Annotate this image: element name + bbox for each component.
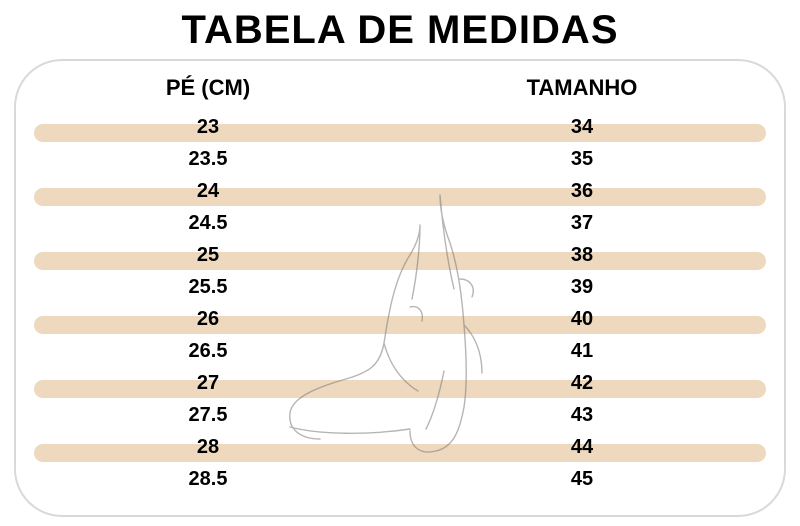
cell-foot-cm: 23.5 <box>16 148 400 171</box>
table-row: 2436 <box>16 175 784 207</box>
table-header-row: PÉ (CM) TAMANHO <box>16 75 784 101</box>
table-row: 27.543 <box>16 399 784 431</box>
cell-foot-cm: 23 <box>16 116 400 139</box>
cell-size: 42 <box>400 372 784 395</box>
cell-size: 35 <box>400 148 784 171</box>
table-row: 23.535 <box>16 143 784 175</box>
cell-foot-cm: 25 <box>16 244 400 267</box>
cell-foot-cm: 28 <box>16 436 400 459</box>
table-rows: 233423.535243624.537253825.539264026.541… <box>16 111 784 495</box>
cell-foot-cm: 27 <box>16 372 400 395</box>
cell-size: 45 <box>400 468 784 491</box>
cell-foot-cm: 24 <box>16 180 400 203</box>
column-header-foot: PÉ (CM) <box>16 75 400 101</box>
cell-foot-cm: 26 <box>16 308 400 331</box>
table-row: 2640 <box>16 303 784 335</box>
size-table-panel: PÉ (CM) TAMANHO 233423.535243624.5372538… <box>14 59 786 517</box>
page-title: TABELA DE MEDIDAS <box>0 0 800 53</box>
table-row: 24.537 <box>16 207 784 239</box>
table-row: 2844 <box>16 431 784 463</box>
cell-foot-cm: 25.5 <box>16 276 400 299</box>
table-row: 2334 <box>16 111 784 143</box>
cell-size: 44 <box>400 436 784 459</box>
cell-size: 41 <box>400 340 784 363</box>
table-row: 28.545 <box>16 463 784 495</box>
cell-size: 36 <box>400 180 784 203</box>
cell-size: 40 <box>400 308 784 331</box>
cell-foot-cm: 26.5 <box>16 340 400 363</box>
cell-foot-cm: 27.5 <box>16 404 400 427</box>
table-row: 2742 <box>16 367 784 399</box>
cell-size: 43 <box>400 404 784 427</box>
table-row: 25.539 <box>16 271 784 303</box>
cell-foot-cm: 24.5 <box>16 212 400 235</box>
cell-size: 37 <box>400 212 784 235</box>
cell-foot-cm: 28.5 <box>16 468 400 491</box>
column-header-size: TAMANHO <box>400 75 784 101</box>
cell-size: 34 <box>400 116 784 139</box>
cell-size: 39 <box>400 276 784 299</box>
cell-size: 38 <box>400 244 784 267</box>
table-row: 26.541 <box>16 335 784 367</box>
table-row: 2538 <box>16 239 784 271</box>
